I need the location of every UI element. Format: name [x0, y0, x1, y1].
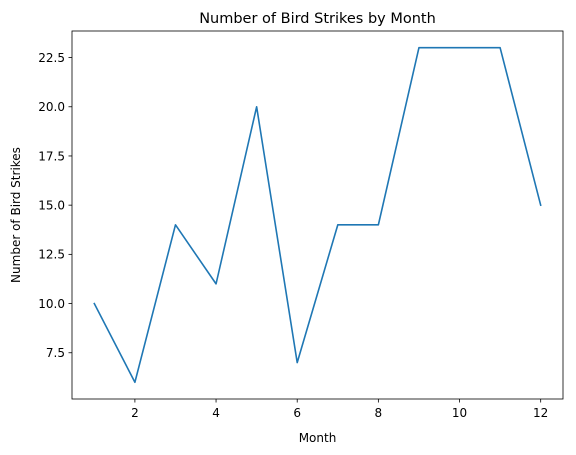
x-tick-label: 4	[212, 406, 220, 420]
y-tick-label: 10.0	[38, 297, 65, 311]
x-tick-label: 8	[375, 406, 383, 420]
y-tick-label: 20.0	[38, 100, 65, 114]
x-tick-label: 2	[131, 406, 139, 420]
y-tick-label: 15.0	[38, 198, 65, 212]
y-axis-ticks: 7.5 10.0 12.5 15.0 17.5 20.0 22.5	[38, 51, 72, 360]
x-tick-label: 6	[293, 406, 301, 420]
x-tick-label: 10	[452, 406, 467, 420]
y-tick-label: 12.5	[38, 248, 65, 262]
series-line-bird-strikes	[93, 46, 542, 384]
plot-area-frame	[71, 30, 564, 400]
y-tick-label: 17.5	[38, 149, 65, 163]
y-tick-label: 7.5	[46, 346, 65, 360]
y-axis-label: Number of Bird Strikes	[9, 147, 23, 283]
y-tick-label: 22.5	[38, 51, 65, 65]
chart-title: Number of Bird Strikes by Month	[199, 11, 436, 27]
x-tick-label: 12	[533, 406, 548, 420]
x-axis-ticks: 2 4 6 8 10 12	[131, 399, 548, 420]
x-axis-label: Month	[299, 431, 337, 445]
